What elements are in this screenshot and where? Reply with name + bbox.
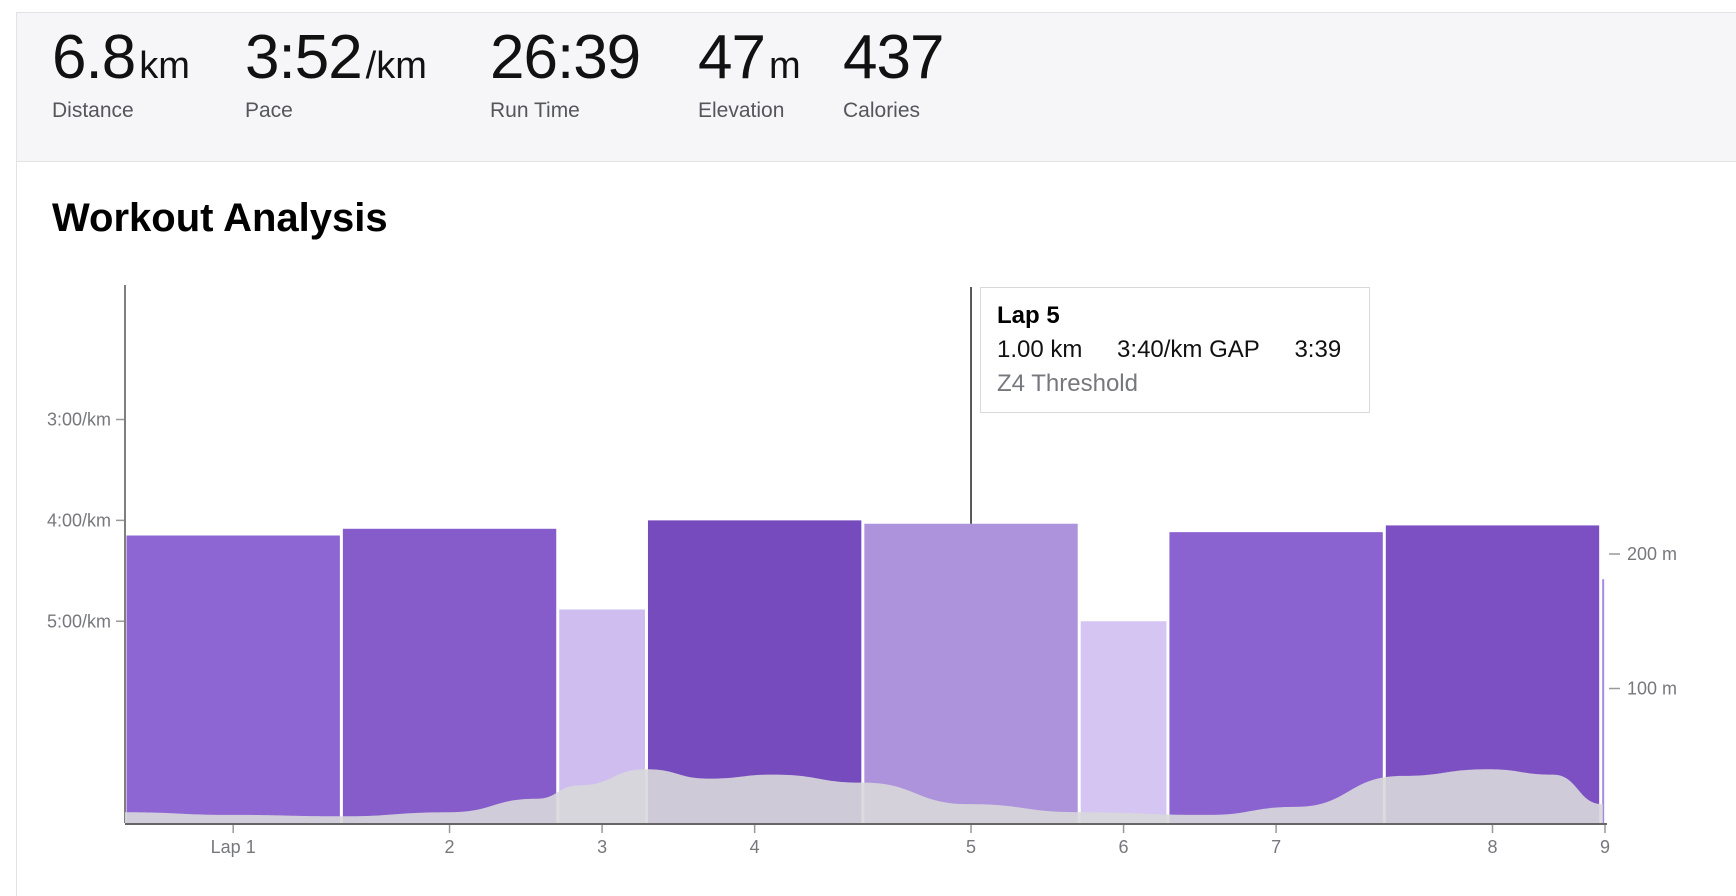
x-tick-label: 8 [1487, 837, 1497, 857]
lap-bar-6[interactable] [1080, 621, 1167, 823]
pace-tick-label: 4:00/km [47, 510, 111, 530]
pace-tick-label: 5:00/km [47, 611, 111, 631]
stat-value: 6.8 [52, 23, 136, 92]
stat-label: Distance [52, 99, 134, 122]
stat-unit: m [768, 45, 801, 87]
lap-bar-4[interactable] [647, 520, 862, 823]
x-axis: Lap 1 2 3 4 5 6 7 8 9 [125, 823, 1610, 857]
lap-bar-7[interactable] [1169, 532, 1383, 823]
x-tick-label: 3 [597, 837, 607, 857]
workout-analysis-chart[interactable]: 3:00/km 4:00/km 5:00/km 200 m 100 m Lap 1 2 3… [0, 270, 1736, 890]
elevation-profile [125, 769, 1603, 823]
tooltip-zone: Z4 Threshold [997, 370, 1138, 397]
lap-tooltip: Lap 5 1.00 km 3:40/km GAP 3:39 Z4 Thresh… [980, 287, 1370, 413]
tooltip-stats: 1.00 km 3:40/km GAP 3:39 [997, 336, 1353, 364]
section-title: Workout Analysis [52, 196, 388, 240]
elevation-tick-label: 200 m [1627, 544, 1677, 564]
stat-value: 3:52 [245, 23, 363, 92]
x-tick-label: Lap 1 [211, 837, 256, 857]
stats-bar: 6.8 km Distance 3:52/km Pace 26:39 Run Ti… [16, 12, 1736, 162]
elevation-area [125, 769, 1603, 823]
stat-value: 47 [698, 23, 766, 92]
stat-calories: 437 Calories [843, 27, 947, 123]
stat-label: Calories [843, 99, 921, 122]
x-tick-label: 7 [1271, 837, 1281, 857]
pace-axis: 3:00/km 4:00/km 5:00/km [47, 285, 126, 823]
stat-distance: 6.8 km Distance [52, 27, 190, 123]
stat-elevation: 47 m Elevation [698, 27, 801, 123]
tooltip-gap: 3:40/km GAP [1117, 336, 1260, 363]
stat-label: Run Time [490, 99, 580, 122]
x-tick-label: 9 [1600, 837, 1610, 857]
stat-label: Elevation [698, 99, 785, 122]
elevation-tick-label: 100 m [1627, 679, 1677, 699]
stat-unit: /km [365, 45, 427, 87]
tooltip-title: Lap 5 [997, 302, 1060, 329]
stat-pace: 3:52/km Pace [245, 27, 427, 123]
elevation-axis: 200 m 100 m [1609, 544, 1677, 699]
stat-label: Pace [245, 99, 293, 122]
lap-bar-9[interactable] [1602, 579, 1605, 823]
pace-tick-label: 3:00/km [47, 410, 111, 430]
stat-value: 26:39 [490, 23, 641, 92]
lap-bar-1[interactable] [126, 535, 340, 823]
lap-bar-2[interactable] [342, 528, 557, 823]
stat-run-time: 26:39 Run Time [490, 27, 644, 123]
stat-unit: km [139, 45, 190, 87]
panel-border [16, 162, 17, 896]
tooltip-time: 3:39 [1294, 336, 1342, 363]
lap-bar-5[interactable] [864, 523, 1078, 823]
stat-value: 437 [843, 23, 944, 92]
x-tick-label: 2 [445, 837, 455, 857]
x-tick-label: 4 [750, 837, 760, 857]
x-tick-label: 6 [1119, 837, 1129, 857]
x-tick-label: 5 [966, 837, 976, 857]
tooltip-distance: 1.00 km [997, 336, 1083, 363]
